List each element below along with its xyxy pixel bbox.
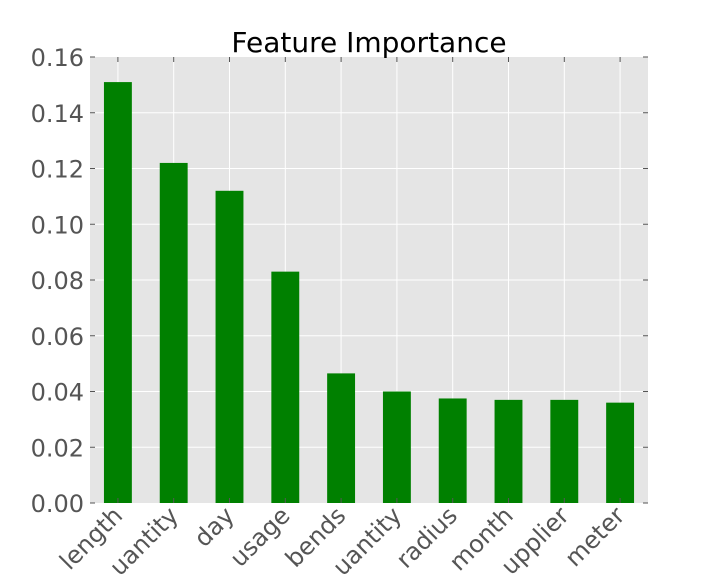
bar-2 — [159, 162, 188, 504]
bar-7 — [438, 398, 467, 503]
x-tick-label: usage — [225, 501, 296, 572]
y-tick-label: 0.04 — [31, 379, 84, 407]
y-axis-ticks: 0.00 0.02 0.04 0.06 0.08 0.10 0.12 0.14 0.16 — [31, 44, 648, 518]
bar-8 — [494, 399, 523, 503]
y-tick-label: 0.00 — [31, 490, 84, 518]
x-tick-label: meter — [559, 501, 630, 572]
y-tick-label: 0.16 — [31, 44, 84, 72]
y-tick-label: 0.10 — [31, 211, 84, 239]
bar-6 — [382, 391, 411, 503]
y-tick-label: 0.06 — [31, 323, 84, 351]
bar-4 — [271, 271, 300, 503]
y-tick-label: 0.08 — [31, 267, 84, 295]
chart-title: Feature Importance — [231, 26, 506, 59]
bar-5 — [327, 373, 356, 503]
bar-3 — [215, 190, 244, 504]
y-tick-label: 0.12 — [31, 156, 84, 184]
bar-1 — [103, 82, 132, 504]
bars — [103, 82, 635, 504]
y-tick-label: 0.02 — [31, 434, 84, 462]
y-tick-label: 0.14 — [31, 100, 84, 128]
bar-9 — [550, 399, 579, 503]
bar-10 — [606, 402, 635, 503]
